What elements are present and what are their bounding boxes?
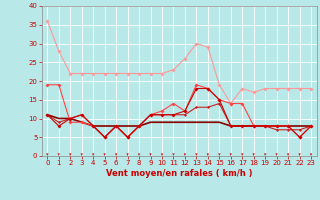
X-axis label: Vent moyen/en rafales ( km/h ): Vent moyen/en rafales ( km/h ) xyxy=(106,169,252,178)
